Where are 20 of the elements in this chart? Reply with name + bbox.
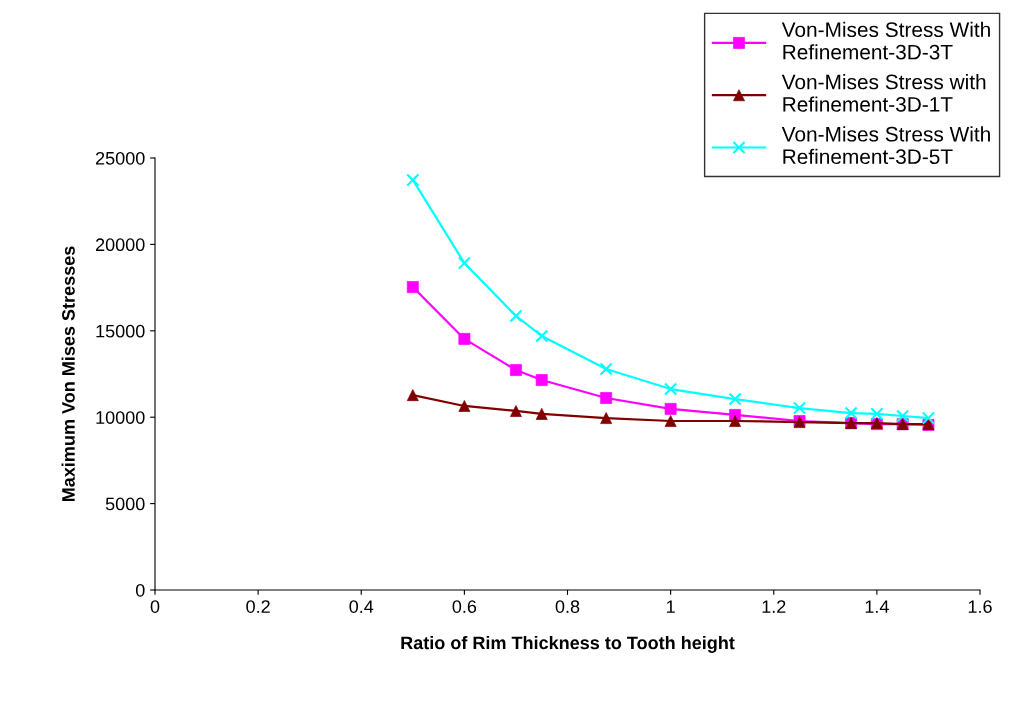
x-tick-label: 0 <box>150 600 160 613</box>
x-tick-label: 1.2 <box>762 600 786 613</box>
legend-label: Von-Mises Stress With Refinement-3D-3T <box>781 21 990 60</box>
y-tick-label: 15000 <box>96 324 145 338</box>
y-tick-label: 0 <box>135 583 145 597</box>
y-tick-label: 25000 <box>95 151 145 165</box>
x-tick-label: 1.6 <box>968 600 992 613</box>
x-axis-title: Ratio of Rim Thickness to Tooth height <box>401 636 735 653</box>
x-tick-label: 0.2 <box>246 600 270 613</box>
y-axis-title: Maximum Von Mises Stresses <box>61 246 75 502</box>
y-tick-label: 20000 <box>95 238 145 252</box>
x-tick-label: 0.6 <box>452 600 477 613</box>
x-tick-label: 1.4 <box>865 600 889 613</box>
x-tick-label: 0.4 <box>349 600 374 613</box>
x-tick-label: 1 <box>666 600 675 613</box>
legend-label: Von-Mises Stress With Refinement-3D-5T <box>781 126 990 165</box>
legend-label: Von-Mises Stress with Refinement-3D-1T <box>781 74 986 112</box>
y-tick-label: 5000 <box>105 497 145 511</box>
x-tick-label: 0.8 <box>555 600 580 613</box>
y-tick-label: 10000 <box>96 411 145 424</box>
